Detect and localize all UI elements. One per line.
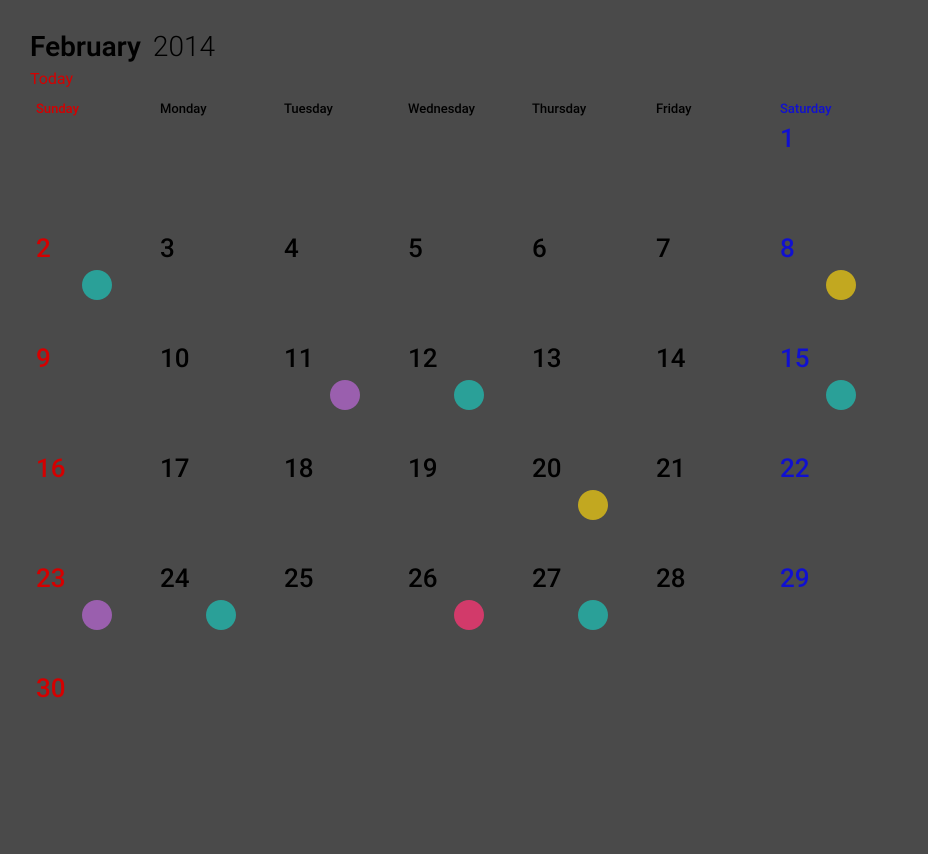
day-number: 15 <box>780 346 892 372</box>
event-dot[interactable] <box>82 600 112 630</box>
day-cell[interactable]: 17 <box>154 452 278 562</box>
day-cell[interactable]: 6 <box>526 232 650 342</box>
day-number: 2 <box>36 236 148 262</box>
weekday-header-tuesday: Tuesday <box>278 98 402 122</box>
day-cell[interactable]: 19 <box>402 452 526 562</box>
day-number: 4 <box>284 236 396 262</box>
day-number: 22 <box>780 456 892 482</box>
day-number: 10 <box>160 346 272 372</box>
day-cell <box>774 672 898 782</box>
day-cell[interactable]: 18 <box>278 452 402 562</box>
day-cell <box>278 122 402 232</box>
day-number: 14 <box>656 346 768 372</box>
day-cell[interactable]: 15 <box>774 342 898 452</box>
day-number: 11 <box>284 346 396 372</box>
day-number: 28 <box>656 566 768 592</box>
day-number: 7 <box>656 236 768 262</box>
event-dot[interactable] <box>578 600 608 630</box>
day-cell[interactable]: 7 <box>650 232 774 342</box>
day-cell[interactable]: 9 <box>30 342 154 452</box>
day-cell[interactable]: 30 <box>30 672 154 782</box>
day-number: 1 <box>780 126 892 152</box>
day-cell[interactable]: 8 <box>774 232 898 342</box>
year-label: 2014 <box>153 30 215 63</box>
event-dot[interactable] <box>826 380 856 410</box>
weekday-header-row: SundayMondayTuesdayWednesdayThursdayFrid… <box>30 98 898 122</box>
day-cell[interactable]: 21 <box>650 452 774 562</box>
day-cell <box>526 672 650 782</box>
day-cell <box>526 122 650 232</box>
day-cell[interactable]: 10 <box>154 342 278 452</box>
day-cell <box>402 672 526 782</box>
event-dot[interactable] <box>578 490 608 520</box>
day-number: 12 <box>408 346 520 372</box>
event-dot[interactable] <box>82 270 112 300</box>
day-number: 8 <box>780 236 892 262</box>
weekday-header-saturday: Saturday <box>774 98 898 122</box>
calendar-widget: February 2014 Today SundayMondayTuesdayW… <box>0 0 928 854</box>
day-number: 29 <box>780 566 892 592</box>
day-cell[interactable]: 24 <box>154 562 278 672</box>
day-cell[interactable]: 14 <box>650 342 774 452</box>
day-number: 20 <box>532 456 644 482</box>
day-cell <box>650 672 774 782</box>
event-dot[interactable] <box>454 600 484 630</box>
day-cell[interactable]: 27 <box>526 562 650 672</box>
day-number: 18 <box>284 456 396 482</box>
day-cell[interactable]: 26 <box>402 562 526 672</box>
day-cell[interactable]: 3 <box>154 232 278 342</box>
day-cell <box>278 672 402 782</box>
event-dot[interactable] <box>454 380 484 410</box>
month-label: February <box>30 30 141 63</box>
day-number: 30 <box>36 676 148 702</box>
day-cell <box>650 122 774 232</box>
day-cell <box>30 122 154 232</box>
day-number: 24 <box>160 566 272 592</box>
day-cell[interactable]: 13 <box>526 342 650 452</box>
day-number: 21 <box>656 456 768 482</box>
day-cell[interactable]: 2 <box>30 232 154 342</box>
day-number: 23 <box>36 566 148 592</box>
event-dot[interactable] <box>330 380 360 410</box>
day-cell[interactable]: 5 <box>402 232 526 342</box>
weekday-header-friday: Friday <box>650 98 774 122</box>
weekday-header-monday: Monday <box>154 98 278 122</box>
day-number: 19 <box>408 456 520 482</box>
weekday-header-sunday: Sunday <box>30 98 154 122</box>
today-link[interactable]: Today <box>30 69 898 88</box>
day-number: 5 <box>408 236 520 262</box>
calendar-header: February 2014 <box>30 30 898 63</box>
day-number: 6 <box>532 236 644 262</box>
event-dot[interactable] <box>206 600 236 630</box>
weekday-header-thursday: Thursday <box>526 98 650 122</box>
day-cell[interactable]: 25 <box>278 562 402 672</box>
day-cell[interactable]: 4 <box>278 232 402 342</box>
day-number: 26 <box>408 566 520 592</box>
day-cell[interactable]: 12 <box>402 342 526 452</box>
day-grid: 1234567891011121314151617181920212223242… <box>30 122 898 782</box>
day-cell[interactable]: 11 <box>278 342 402 452</box>
day-number: 13 <box>532 346 644 372</box>
day-cell[interactable]: 20 <box>526 452 650 562</box>
day-number: 9 <box>36 346 148 372</box>
day-cell <box>154 672 278 782</box>
day-cell <box>402 122 526 232</box>
day-cell[interactable]: 22 <box>774 452 898 562</box>
day-number: 27 <box>532 566 644 592</box>
day-cell <box>154 122 278 232</box>
event-dot[interactable] <box>826 270 856 300</box>
day-cell[interactable]: 1 <box>774 122 898 232</box>
day-number: 3 <box>160 236 272 262</box>
day-cell[interactable]: 23 <box>30 562 154 672</box>
day-cell[interactable]: 16 <box>30 452 154 562</box>
weekday-header-wednesday: Wednesday <box>402 98 526 122</box>
day-cell[interactable]: 29 <box>774 562 898 672</box>
day-number: 16 <box>36 456 148 482</box>
day-number: 25 <box>284 566 396 592</box>
day-number: 17 <box>160 456 272 482</box>
day-cell[interactable]: 28 <box>650 562 774 672</box>
